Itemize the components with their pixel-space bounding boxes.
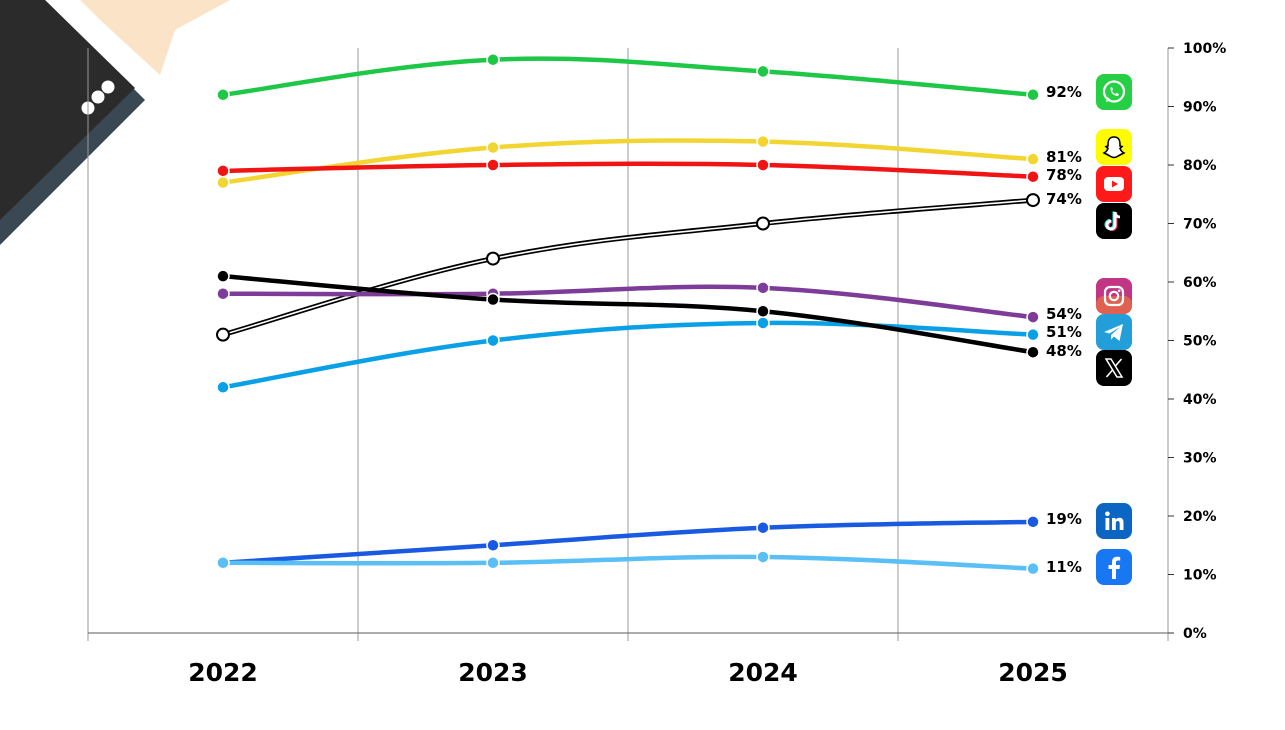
snapchat-line [220, 138, 1036, 185]
end-labels: 92% 81%78% 74% 54%51%48% 19% 11% [1046, 83, 1082, 576]
y-tick-label: 80% [1183, 158, 1217, 174]
tiktok-point [756, 216, 770, 231]
youtube-point [486, 158, 500, 172]
telegram-icon [1096, 314, 1132, 350]
whatsapp-icon [1096, 74, 1132, 110]
snapchat-point [486, 140, 500, 155]
youtube-end-label: 78% [1046, 166, 1082, 184]
instagram-point [756, 281, 770, 295]
telegram-end-label: 51% [1046, 323, 1082, 341]
facebook-point [756, 550, 770, 564]
x-point [1026, 345, 1040, 359]
y-tick-label: 90% [1183, 100, 1217, 116]
x-line [220, 273, 1036, 355]
facebook-point [216, 556, 230, 570]
x-icon [1096, 350, 1132, 386]
cuff-shape [45, 0, 160, 100]
grid-layer [87, 48, 1169, 641]
facebook-line [220, 554, 1036, 571]
app-icons [1096, 74, 1132, 585]
snapchat-point [1026, 152, 1040, 166]
series-points [216, 52, 1040, 576]
snapchat-icon [1096, 129, 1132, 165]
youtube-line [220, 161, 1036, 179]
tiktok-end-label: 74% [1046, 190, 1082, 208]
y-axis: 0% 10% 20% 30% 40% 50% 60% 70% 80% 90% 100% [1168, 41, 1226, 642]
y-tick-label: 20% [1183, 509, 1217, 525]
youtube-point [756, 158, 770, 172]
linkedin-end-label: 19% [1046, 510, 1082, 528]
y-tick-label: 30% [1183, 451, 1217, 467]
x-point [216, 269, 230, 283]
whatsapp-point [1026, 88, 1040, 102]
x-tick-label: 2022 [188, 658, 258, 687]
menu-dot-3 [101, 80, 115, 94]
whatsapp-point [216, 88, 230, 102]
tiktok-icon [1096, 203, 1132, 239]
tiktok-line-inner [222, 199, 1034, 336]
facebook-point [1026, 561, 1040, 576]
linkedin-line [220, 519, 1036, 566]
facebook-end-label: 11% [1046, 558, 1082, 576]
x-axis: 2022 2023 2024 2025 [188, 658, 1068, 687]
linkedin-point [486, 538, 500, 552]
telegram-point [1026, 327, 1040, 342]
youtube-icon [1096, 166, 1132, 202]
menu-dot-2 [91, 90, 105, 104]
instagram-end-label: 54% [1046, 305, 1082, 323]
x-point [756, 304, 770, 318]
tiktok-point [1026, 193, 1040, 208]
linkedin-point [756, 520, 770, 535]
tiktok-point [216, 327, 230, 342]
instagram-point [216, 286, 230, 301]
instagram-icon [1096, 278, 1132, 314]
sleeve-dark-shape [0, 0, 135, 220]
linkedin-icon [1096, 503, 1132, 539]
whatsapp-line [220, 56, 1036, 98]
series-lines [220, 56, 1036, 571]
x-tick-label: 2025 [998, 658, 1068, 687]
y-tick-label: 60% [1183, 275, 1217, 291]
snapchat-end-label: 81% [1046, 148, 1082, 166]
telegram-point [216, 380, 230, 395]
snapchat-point [216, 175, 230, 190]
x-tick-label: 2023 [458, 658, 528, 687]
youtube-point [1026, 169, 1040, 184]
corner-decoration [0, 0, 230, 245]
facebook-icon [1096, 549, 1132, 585]
y-tick-label: 50% [1183, 334, 1217, 350]
telegram-point [486, 333, 500, 348]
y-tick-label: 40% [1183, 392, 1217, 408]
x-end-label: 48% [1046, 342, 1082, 360]
whatsapp-point [756, 64, 770, 79]
y-tick-label: 0% [1183, 626, 1207, 642]
hand-shape [80, 0, 230, 75]
youtube-point [216, 164, 230, 178]
snapchat-point [756, 134, 770, 149]
whatsapp-point [486, 52, 500, 67]
facebook-point [486, 556, 500, 570]
whatsapp-end-label: 92% [1046, 83, 1082, 101]
tiktok-point [486, 251, 500, 266]
telegram-point [756, 316, 770, 330]
telegram-line [220, 320, 1036, 390]
y-tick-label: 10% [1183, 568, 1217, 584]
y-tick-label: 70% [1183, 217, 1217, 233]
instagram-line [220, 284, 1036, 320]
instagram-point [1026, 310, 1040, 324]
x-point [486, 292, 500, 307]
linkedin-point [1026, 515, 1040, 529]
y-tick-label: 100% [1183, 41, 1226, 57]
x-tick-label: 2024 [728, 658, 798, 687]
